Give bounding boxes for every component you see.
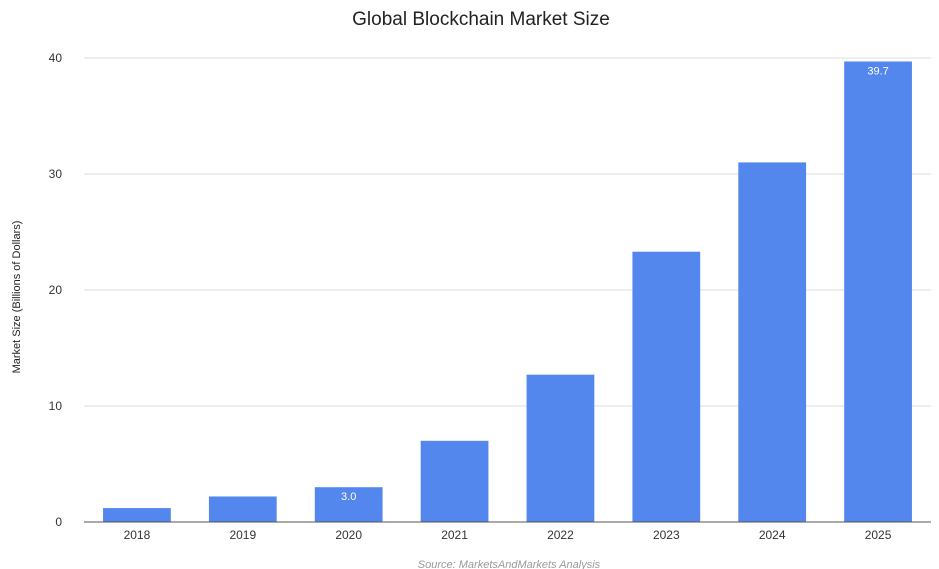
bar-2023 [632,251,701,522]
source-note: Source: MarketsAndMarkets Analysis [418,559,601,569]
data-labels: 3.0 39.7 [341,65,889,503]
bars [103,61,912,522]
y-tick-label: 0 [55,515,62,529]
bar-2024 [738,162,807,522]
y-tick-label: 40 [49,51,63,65]
data-label: 3.0 [341,491,356,503]
bar-2025 [844,61,912,522]
x-tick-label: 2018 [124,528,151,542]
x-tick-label: 2023 [653,528,680,542]
x-tick-label: 2020 [335,528,362,542]
x-tick-label: 2019 [229,528,256,542]
y-axis-label: Market Size (Billions of Dollars) [11,221,23,374]
y-tick-label: 20 [49,283,63,297]
x-tick-label: 2025 [865,528,892,542]
x-tick-label: 2024 [759,528,786,542]
bar-2020 [314,487,383,522]
y-tick-label: 10 [49,399,63,413]
x-tick-label: 2022 [547,528,574,542]
bar-2021 [420,440,489,522]
y-axis-ticks: 0 10 20 30 40 [49,51,63,529]
data-label: 39.7 [867,65,888,77]
x-axis-ticks: 2018 2019 2020 2021 2022 2023 2024 2025 [124,528,892,542]
y-tick-label: 30 [49,167,63,181]
bar-2022 [526,374,595,522]
chart-title: Global Blockchain Market Size [352,9,610,30]
bar-2018 [103,508,171,522]
x-tick-label: 2021 [441,528,468,542]
bar-2019 [208,496,277,522]
